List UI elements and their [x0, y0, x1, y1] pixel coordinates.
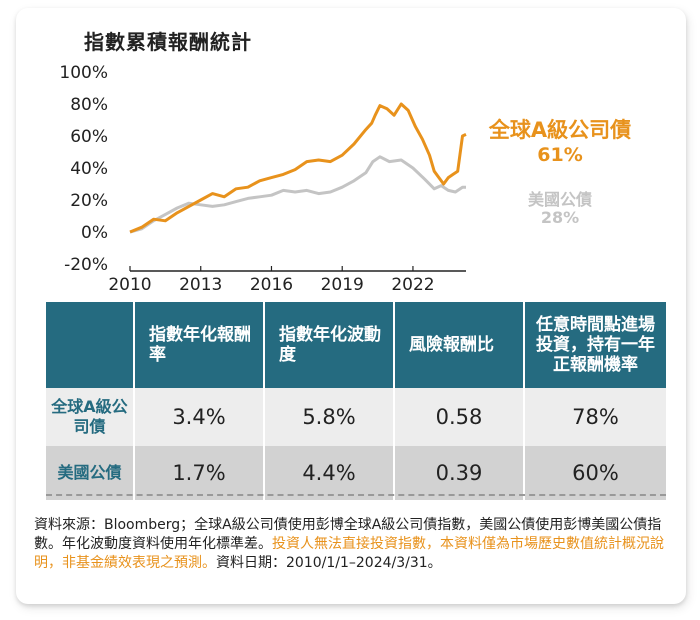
chart-title: 指數累積報酬統計 — [84, 30, 252, 54]
table-cell: 78% — [524, 388, 666, 446]
table-cell: 3.4% — [134, 388, 265, 446]
y-tick-label: 80% — [70, 95, 108, 115]
series-a-end-value: 61% — [537, 144, 583, 166]
series-a-label: 全球A級公司債 — [488, 118, 632, 142]
table-header-positive-return-probability: 任意時間點進場投資，持有一年正報酬機率 — [524, 302, 666, 388]
table-cell: 0.58 — [394, 388, 525, 446]
x-tick-label: 2010 — [108, 275, 151, 295]
series-b-end-value: 28% — [540, 208, 580, 227]
footnote-source: 資料來源：Bloomberg；全球A級公司債使用彭博全球A級公司債指數，美國公債… — [34, 517, 662, 552]
line-chart: 100%80%60%40%20%0%-20% 2010 2013 2016 2019 2… — [59, 63, 467, 295]
table-cell: 5.8% — [264, 388, 395, 446]
x-tick-label: 2019 — [321, 275, 364, 295]
footnote-disclaimer: 投資人無法直接投資指數，本資料僅為市場歷史數值統計概況說明，非基金績效表現之預測… — [34, 536, 664, 571]
x-tick-label: 2016 — [250, 275, 293, 295]
series-line-global-a-corporate — [129, 102, 467, 234]
row-label-us-treasury: 美國公債 — [46, 446, 135, 500]
y-tick-label: 100% — [59, 63, 108, 83]
x-axis: 2010 2013 2016 2019 2022 — [108, 266, 435, 295]
row-label-global-a-corporate: 全球A級公司債 — [46, 388, 135, 446]
series-b-label: 美國公債 — [527, 190, 592, 209]
table-row: 美國公債 1.7% 4.4% 0.39 60% — [46, 446, 666, 500]
divider — [46, 494, 666, 496]
footnote: 資料來源：Bloomberg；全球A級公司債使用彭博全球A級公司債指數，美國公債… — [34, 516, 670, 573]
table-header-annual-volatility: 指數年化波動度 — [264, 302, 395, 388]
table-cell: 1.7% — [134, 446, 265, 500]
x-tick-label: 2022 — [391, 275, 434, 295]
y-tick-label: -20% — [64, 255, 108, 275]
y-tick-label: 60% — [70, 127, 108, 147]
y-axis: 100% 80% 60% 40% 20% 0% -20% — [59, 63, 108, 275]
table-row: 全球A級公司債 3.4% 5.8% 0.58 78% — [46, 388, 666, 446]
table-header-row: 指數年化報酬率 指數年化波動度 風險報酬比 任意時間點進場投資，持有一年正報酬機… — [46, 302, 666, 388]
table-header-risk-return-ratio: 風險報酬比 — [394, 302, 525, 388]
y-tick-label: 40% — [70, 159, 108, 179]
table-header-annual-return: 指數年化報酬率 — [134, 302, 265, 388]
footnote-date: 資料日期：2010/1/1–2024/3/31。 — [216, 555, 442, 571]
x-tick-label: 2013 — [179, 275, 222, 295]
stats-table: 指數年化報酬率 指數年化波動度 風險報酬比 任意時間點進場投資，持有一年正報酬機… — [46, 302, 666, 500]
y-tick-label: 20% — [70, 191, 108, 211]
table-cell: 60% — [524, 446, 666, 500]
y-tick-label: 0% — [81, 223, 108, 243]
table-header-corner — [46, 302, 135, 388]
table-cell: 4.4% — [264, 446, 395, 500]
table-cell: 0.39 — [394, 446, 525, 500]
